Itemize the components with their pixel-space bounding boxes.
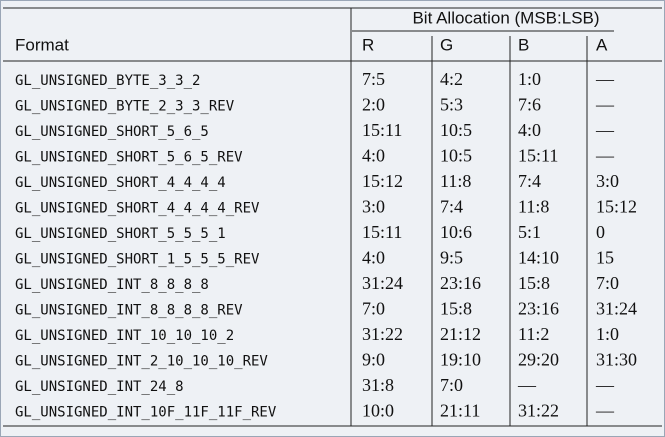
bit-cell: 7:0 [596,273,619,293]
bit-cell: 14:10 [518,248,559,268]
bit-cell: 4:2 [440,69,463,89]
format-cell: GL_UNSIGNED_BYTE_3_3_2 [15,73,200,89]
column-header: G [440,35,453,54]
bit-cell: 7:0 [362,299,385,319]
bit-cell: 10:5 [440,120,472,140]
bit-cell: 10:6 [440,222,472,242]
bit-cell: 4:0 [518,120,541,140]
bit-cell: 23:16 [518,299,559,319]
bit-cell: 15:11 [518,146,558,166]
bit-cell: 29:20 [518,350,559,370]
bit-cell: — [595,120,615,140]
bit-cell: 7:0 [440,375,463,395]
bit-cell: — [595,69,615,89]
bit-cell: 5:3 [440,95,463,115]
bit-cell: 31:24 [596,299,637,319]
bit-cell: 7:4 [518,171,541,191]
bit-cell: 1:0 [518,69,541,89]
bit-cell: — [595,146,615,166]
bit-cell: 9:0 [362,350,385,370]
bit-cell: 7:5 [362,69,385,89]
bit-cell: 5:1 [518,222,541,242]
bit-cell: 0 [596,222,605,242]
format-cell: GL_UNSIGNED_INT_10_10_10_2 [15,328,234,344]
bit-cell: 19:10 [440,350,481,370]
column-header: A [596,35,608,54]
format-cell: GL_UNSIGNED_SHORT_5_5_5_1 [15,226,226,242]
bit-cell: 4:0 [362,146,385,166]
bit-cell: 3:0 [362,197,385,217]
bit-cell: 31:24 [362,273,403,293]
bit-cell: 31:22 [518,401,559,421]
bit-cell: 15:8 [518,273,550,293]
format-cell: GL_UNSIGNED_INT_8_8_8_8_REV [15,303,243,319]
group-header: Bit Allocation (MSB:LSB) [412,8,599,27]
format-cell: GL_UNSIGNED_SHORT_5_6_5_REV [15,150,243,166]
bit-cell: 21:11 [440,401,480,421]
column-header: B [518,35,529,54]
format-cell: GL_UNSIGNED_SHORT_5_6_5 [15,124,209,140]
format-cell: GL_UNSIGNED_SHORT_4_4_4_4 [15,175,226,191]
bit-cell: 10:5 [440,146,472,166]
bit-cell: 1:0 [596,324,619,344]
format-cell: GL_UNSIGNED_SHORT_4_4_4_4_REV [15,201,260,217]
bit-cell: 7:4 [440,197,463,217]
bit-cell: 23:16 [440,273,481,293]
bit-cell: — [595,95,615,115]
format-cell: GL_UNSIGNED_INT_2_10_10_10_REV [15,354,268,370]
format-cell: GL_UNSIGNED_BYTE_2_3_3_REV [15,99,235,115]
bit-cell: 15:8 [440,299,472,319]
format-cell: GL_UNSIGNED_INT_10F_11F_11F_REV [15,405,277,421]
bit-cell: 11:2 [518,324,549,344]
bit-cell: 15 [596,248,614,268]
bit-cell: 21:12 [440,324,481,344]
bit-cell: 31:8 [362,375,394,395]
bit-cell: — [517,375,537,395]
bit-cell: — [595,375,615,395]
bit-cell: 11:8 [518,197,549,217]
column-header: R [362,35,374,54]
bit-cell: — [595,401,615,421]
bit-cell: 10:0 [362,401,394,421]
bit-cell: 15:11 [362,120,402,140]
format-cell: GL_UNSIGNED_INT_8_8_8_8 [15,277,209,293]
bit-cell: 15:12 [596,197,637,217]
format-cell: GL_UNSIGNED_INT_24_8 [15,379,184,395]
column-header: Format [15,35,69,54]
bit-cell: 4:0 [362,248,385,268]
bit-cell: 15:11 [362,222,402,242]
bit-cell: 7:6 [518,95,541,115]
format-cell: GL_UNSIGNED_SHORT_1_5_5_5_REV [15,252,260,268]
bit-cell: 15:12 [362,171,403,191]
bit-cell: 31:22 [362,324,403,344]
bit-cell: 11:8 [440,171,471,191]
bit-cell: 2:0 [362,95,385,115]
bit-cell: 3:0 [596,171,619,191]
bit-cell: 31:30 [596,350,637,370]
bit-cell: 9:5 [440,248,463,268]
